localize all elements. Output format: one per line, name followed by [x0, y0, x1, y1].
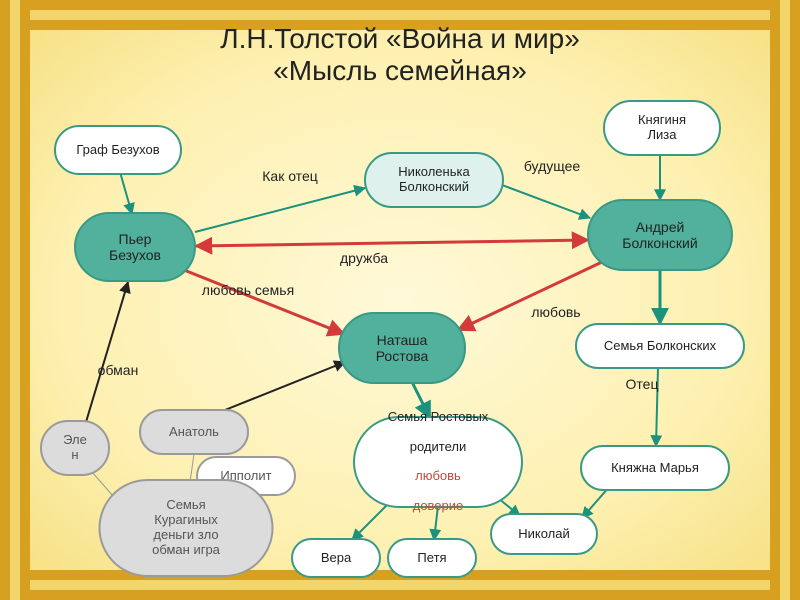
title-line-2: «Мысль семейная» [0, 56, 800, 87]
title-line-1: Л.Н.Толстой «Война и мир» [0, 24, 800, 55]
node-petya: Петя [387, 538, 477, 578]
edge-label: любовь семья [202, 282, 294, 298]
edge-label: любовь [531, 304, 580, 320]
edge-label: будущее [524, 158, 580, 174]
edge-graf_bezukhov-pierre [120, 172, 132, 214]
node-graf_bezukhov: Граф Безухов [54, 125, 182, 175]
node-nikolai: Николай [490, 513, 598, 555]
edge-pierre-natasha [184, 270, 344, 334]
edge-elen-pierre [86, 282, 128, 422]
node-marya: Княжна Марья [580, 445, 730, 491]
node-vera: Вера [291, 538, 381, 578]
node-rostov_fam: Семья Ростовыхродителилюбовьдоверие [353, 416, 523, 508]
node-andrei: АндрейБолконский [587, 199, 733, 271]
diagram-stage: Л.Н.Толстой «Война и мир» «Мысль семейна… [0, 0, 800, 600]
node-natasha: НаташаРостова [338, 312, 466, 384]
edge-nikolenka-andrei [502, 185, 590, 218]
node-nikolenka: НиколенькаБолконский [364, 152, 504, 208]
node-knyaginya_liza: КнягиняЛиза [603, 100, 721, 156]
edge-pierre-andrei [196, 240, 588, 246]
node-anatol: Анатоль [139, 409, 249, 455]
edge-label: Отец [626, 376, 659, 392]
edge-anatol-natasha [220, 362, 345, 412]
edge-pierre-nikolenka [195, 188, 365, 232]
node-pierre: ПьерБезухов [74, 212, 196, 282]
node-kuragin_fam: СемьяКурагиныхденьги злообман игра [99, 479, 274, 577]
edge-label: обман [98, 362, 139, 378]
node-elen: Элен [40, 420, 110, 476]
edge-label: дружба [340, 250, 388, 266]
edge-label: Как отец [262, 168, 318, 184]
edge-kuragin_fam-anatol [190, 454, 194, 482]
node-bolkonsky_fam: Семья Болконских [575, 323, 745, 369]
